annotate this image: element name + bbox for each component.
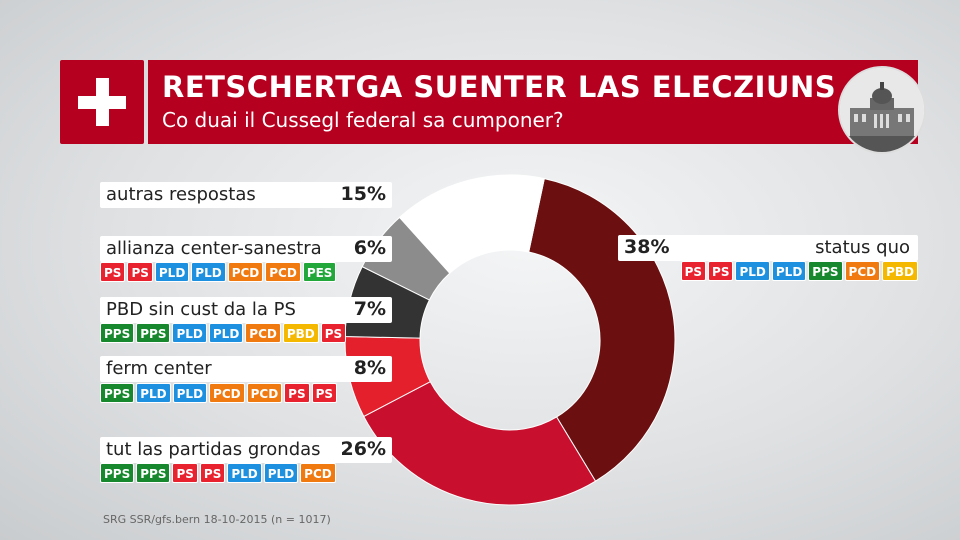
slice-label: status quo [815, 237, 910, 258]
party-tag: PLD [208, 323, 244, 343]
party-tags: PPS PPS PLD PLD PCD PBD PS [100, 323, 347, 343]
party-tags: PS PS PLD PLD PPS PCD PBD [680, 261, 918, 281]
party-tag: PS [320, 323, 347, 343]
slice-value-label: 6% [353, 237, 386, 259]
party-tags: PPS PPS PS PS PLD PLD PCD [100, 463, 336, 483]
party-tags: PS PS PLD PLD PCD PCD PES [100, 262, 337, 282]
slice-value-label: 8% [353, 357, 386, 379]
party-tag: PLD [735, 261, 770, 281]
party-tag: PCD [227, 262, 264, 282]
party-tag: PES [302, 262, 337, 282]
party-tag: PS [284, 383, 310, 403]
slice-label-row: PBD sin cust da la PS 7% [100, 297, 392, 323]
party-tag: PLD [154, 262, 190, 282]
slice-label: allianza center-sanestra [106, 238, 322, 259]
party-tag: PS [311, 383, 338, 403]
slice-label-row: tut las partidas grondas 26% [100, 437, 392, 463]
page-subtitle: Co duai il Cussegl federal sa cumponer? [162, 108, 564, 132]
party-tag: PS [708, 261, 734, 281]
donut-slice [398, 174, 545, 274]
party-tag: PCD [209, 383, 245, 403]
slice-label-row: autras respostas 15% [100, 182, 392, 208]
slice-label-row: 38% status quo [618, 235, 918, 261]
party-tag: PBD [882, 261, 918, 281]
party-tag: PPS [136, 463, 171, 483]
party-tag: PPS [136, 323, 171, 343]
federal-palace-icon [838, 66, 926, 154]
party-tag: PPS [100, 323, 135, 343]
party-tag: PLD [172, 323, 207, 343]
slice-value-label: 26% [340, 438, 386, 460]
party-tags: PPS PLD PLD PCD PCD PS PS [100, 383, 338, 403]
party-tag: PS [172, 463, 198, 483]
party-tag: PLD [136, 383, 171, 403]
party-tag: PCD [245, 323, 281, 343]
party-tag: PPS [808, 261, 843, 281]
party-tag: PPS [100, 383, 135, 403]
slice-value-label: 15% [340, 183, 386, 205]
swiss-flag-icon [60, 60, 144, 144]
party-tag: PCD [844, 261, 881, 281]
source-note: SRG SSR/gfs.bern 18-10-2015 (n = 1017) [103, 513, 331, 526]
slice-label-row: ferm center 8% [100, 356, 392, 382]
slice-value-label: 38% [624, 236, 670, 258]
slice-label: ferm center [106, 358, 212, 379]
party-tag: PCD [300, 463, 336, 483]
party-tag: PBD [282, 323, 319, 343]
slice-label: tut las partidas grondas [106, 439, 321, 460]
party-tag: PCD [265, 262, 301, 282]
party-tag: PS [199, 463, 226, 483]
party-tag: PLD [227, 463, 262, 483]
slice-value-label: 7% [353, 298, 386, 320]
party-tag: PS [100, 262, 126, 282]
slice-label: autras respostas [106, 184, 256, 205]
slice-label-row: allianza center-sanestra 6% [100, 236, 392, 262]
party-tag: PLD [172, 383, 208, 403]
party-tag: PCD [246, 383, 283, 403]
party-tag: PLD [771, 261, 807, 281]
slice-label: PBD sin cust da la PS [106, 299, 296, 320]
party-tag: PPS [100, 463, 135, 483]
header-banner: RETSCHERTGA SUENTER LAS ELECZIUNS Co dua… [148, 60, 918, 144]
party-tag: PS [127, 262, 153, 282]
party-tag: PLD [263, 463, 299, 483]
party-tag: PS [680, 261, 707, 281]
party-tag: PLD [191, 262, 226, 282]
page-title: RETSCHERTGA SUENTER LAS ELECZIUNS [162, 70, 837, 104]
donut-slice [363, 381, 597, 506]
